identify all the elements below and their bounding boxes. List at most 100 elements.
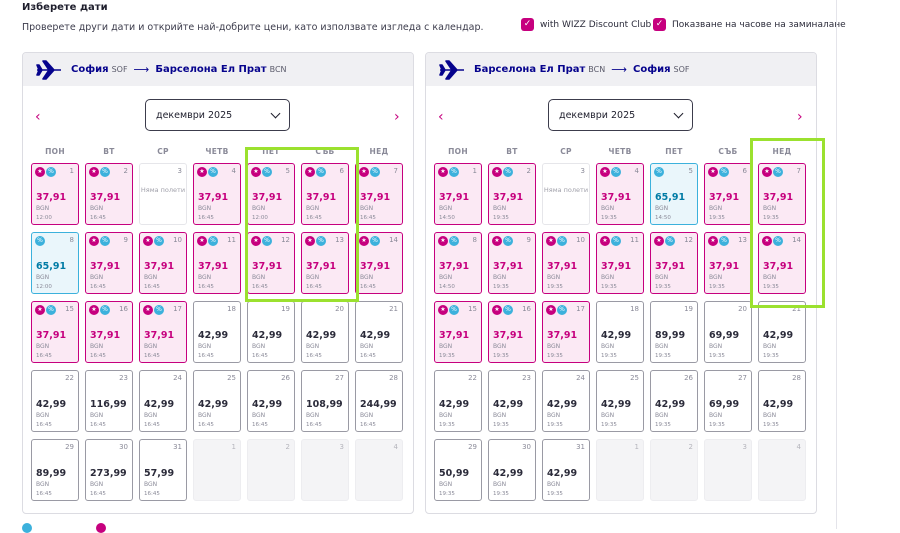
prev-month-arrow-icon[interactable]: ‹: [438, 109, 444, 125]
currency: BGN: [493, 274, 507, 281]
fare-badges: ★%: [197, 236, 219, 246]
checkbox-checked-icon[interactable]: ✓: [521, 18, 534, 31]
calendar-day[interactable]: 25 42,99 BGN 16:45: [193, 370, 241, 432]
calendar-day[interactable]: 29 89,99 BGN 16:45: [31, 439, 79, 501]
day-price: 37,91: [252, 261, 283, 272]
checkbox-checked-icon[interactable]: ✓: [653, 18, 666, 31]
calendar-day[interactable]: 26 42,99 BGN 16:45: [247, 370, 295, 432]
departure-time: 19:35: [763, 215, 779, 221]
calendar-day[interactable]: 8 ★% 37,91 BGN 14:50: [434, 232, 482, 294]
calendar-day[interactable]: 20 69,99 BGN 19:35: [704, 301, 752, 363]
calendar-day[interactable]: 29 50,99 BGN 19:35: [434, 439, 482, 501]
day-price: 42,99: [144, 399, 175, 410]
calendar-day[interactable]: 2 ★% 37,91 BGN 16:45: [85, 163, 133, 225]
calendar-day[interactable]: 9 ★% 37,91 BGN 16:45: [85, 232, 133, 294]
calendar-day[interactable]: 28 244,99 BGN 16:45: [355, 370, 403, 432]
calendar-day[interactable]: 13 ★% 37,91 BGN 16:45: [301, 232, 349, 294]
calendar-day[interactable]: 15 ★% 37,91 BGN 16:45: [31, 301, 79, 363]
calendar-day[interactable]: 2 ★% 37,91 BGN 19:35: [488, 163, 536, 225]
calendar-day[interactable]: 9 ★% 37,91 BGN 19:35: [488, 232, 536, 294]
departure-time: 16:45: [252, 353, 268, 359]
day-number: 14: [792, 236, 801, 244]
star-icon: ★: [305, 167, 315, 177]
calendar-day[interactable]: 1 ★% 37,91 BGN 14:50: [434, 163, 482, 225]
calendar-day[interactable]: 5% 65,91 BGN 14:50: [650, 163, 698, 225]
calendar-day[interactable]: 28 42,99 BGN 19:35: [758, 370, 806, 432]
calendar-day[interactable]: 27 108,99 BGN 16:45: [301, 370, 349, 432]
day-price: 69,99: [709, 330, 740, 341]
calendar-day[interactable]: 7 ★% 37,91 BGN 19:35: [758, 163, 806, 225]
calendar-day[interactable]: 31 57,99 BGN 16:45: [139, 439, 187, 501]
next-month-arrow-icon[interactable]: ›: [394, 109, 400, 125]
calendar-day[interactable]: 16 ★% 37,91 BGN 16:45: [85, 301, 133, 363]
route-arrow-icon: ⟶: [133, 63, 150, 76]
calendar-day[interactable]: 13 ★% 37,91 BGN 19:35: [704, 232, 752, 294]
calendar-day[interactable]: 12 ★% 37,91 BGN 19:35: [650, 232, 698, 294]
legend-promo-icon: [96, 523, 106, 533]
calendar-day[interactable]: 19 42,99 BGN 16:45: [247, 301, 295, 363]
currency: BGN: [306, 205, 320, 212]
calendar-day[interactable]: 4 ★% 37,91 BGN 16:45: [193, 163, 241, 225]
day-number: 11: [630, 236, 639, 244]
calendar-day[interactable]: 21 42,99 BGN 19:35: [758, 301, 806, 363]
day-number: 5: [688, 167, 693, 175]
calendar-day[interactable]: 23 42,99 BGN 19:35: [488, 370, 536, 432]
weekday-header: СР: [560, 147, 572, 156]
calendar-day[interactable]: 1 ★% 37,91 BGN 12:00: [31, 163, 79, 225]
calendar-day[interactable]: 30 273,99 BGN 16:45: [85, 439, 133, 501]
currency: BGN: [601, 412, 615, 419]
calendar-day[interactable]: 14 ★% 37,91 BGN 16:45: [355, 232, 403, 294]
calendar-day[interactable]: 19 89,99 BGN 19:35: [650, 301, 698, 363]
calendar-day[interactable]: 17 ★% 37,91 BGN 16:45: [139, 301, 187, 363]
next-month-arrow-icon[interactable]: ›: [797, 109, 803, 125]
departure-time: 19:35: [709, 422, 725, 428]
calendar-day[interactable]: 26 42,99 BGN 19:35: [650, 370, 698, 432]
month-select[interactable]: декември 2025: [145, 99, 290, 131]
calendar-day[interactable]: 22 42,99 BGN 19:35: [434, 370, 482, 432]
calendar-day[interactable]: 27 69,99 BGN 19:35: [704, 370, 752, 432]
calendar-day[interactable]: 10 ★% 37,91 BGN 16:45: [139, 232, 187, 294]
calendar-day[interactable]: 22 42,99 BGN 16:45: [31, 370, 79, 432]
calendar-day[interactable]: 12 ★% 37,91 BGN 16:45: [247, 232, 295, 294]
discount-club-option[interactable]: ✓ with WIZZ Discount Club: [521, 18, 651, 31]
weekday-header: НЕД: [369, 147, 389, 156]
calendar-day[interactable]: 25 42,99 BGN 19:35: [596, 370, 644, 432]
show-times-option[interactable]: ✓ Показване на часове на заминалане: [653, 18, 846, 31]
day-price: 37,91: [439, 192, 470, 203]
prev-month-arrow-icon[interactable]: ‹: [35, 109, 41, 125]
calendar-day[interactable]: 6 ★% 37,91 BGN 16:45: [301, 163, 349, 225]
calendar-day[interactable]: 23 116,99 BGN 16:45: [85, 370, 133, 432]
calendar-day[interactable]: 24 42,99 BGN 19:35: [542, 370, 590, 432]
inbound-route-header: Барселона Ел Прат BCN ⟶ София SOF: [426, 53, 816, 86]
calendar-day[interactable]: 10 ★% 37,91 BGN 19:35: [542, 232, 590, 294]
calendar-day[interactable]: 31 42,99 BGN 19:35: [542, 439, 590, 501]
calendar-day[interactable]: 6 ★% 37,91 BGN 19:35: [704, 163, 752, 225]
calendar-day[interactable]: 16 ★% 37,91 BGN 19:35: [488, 301, 536, 363]
calendar-day[interactable]: 30 42,99 BGN 19:35: [488, 439, 536, 501]
calendar-day[interactable]: 18 42,99 BGN 16:45: [193, 301, 241, 363]
currency: BGN: [763, 343, 777, 350]
day-price: 89,99: [655, 330, 686, 341]
calendar-day[interactable]: 21 42,99 BGN 16:45: [355, 301, 403, 363]
month-select[interactable]: декември 2025: [548, 99, 693, 131]
fare-badges: ★%: [438, 305, 460, 315]
calendar-day[interactable]: 15 ★% 37,91 BGN 19:35: [434, 301, 482, 363]
calendar-day[interactable]: 18 42,99 BGN 19:35: [596, 301, 644, 363]
calendar-day[interactable]: 24 42,99 BGN 16:45: [139, 370, 187, 432]
calendar-day[interactable]: 20 42,99 BGN 16:45: [301, 301, 349, 363]
calendar-day[interactable]: 17 ★% 37,91 BGN 19:35: [542, 301, 590, 363]
departure-time: 19:35: [601, 422, 617, 428]
calendar-day[interactable]: 11 ★% 37,91 BGN 16:45: [193, 232, 241, 294]
calendar-day[interactable]: 7 ★% 37,91 BGN 16:45: [355, 163, 403, 225]
calendar-day[interactable]: 8% 65,91 BGN 12:00: [31, 232, 79, 294]
currency: BGN: [601, 343, 615, 350]
day-number: 3: [580, 167, 585, 175]
fare-badges: ★%: [359, 167, 381, 177]
calendar-day[interactable]: 11 ★% 37,91 BGN 19:35: [596, 232, 644, 294]
calendar-day[interactable]: 5 ★% 37,91 BGN 12:00: [247, 163, 295, 225]
day-number: 2: [688, 443, 693, 451]
star-icon: ★: [251, 236, 261, 246]
calendar-day[interactable]: 14 ★% 37,91 BGN 19:35: [758, 232, 806, 294]
calendar-day[interactable]: 4 ★% 37,91 BGN 19:35: [596, 163, 644, 225]
currency: BGN: [547, 412, 561, 419]
